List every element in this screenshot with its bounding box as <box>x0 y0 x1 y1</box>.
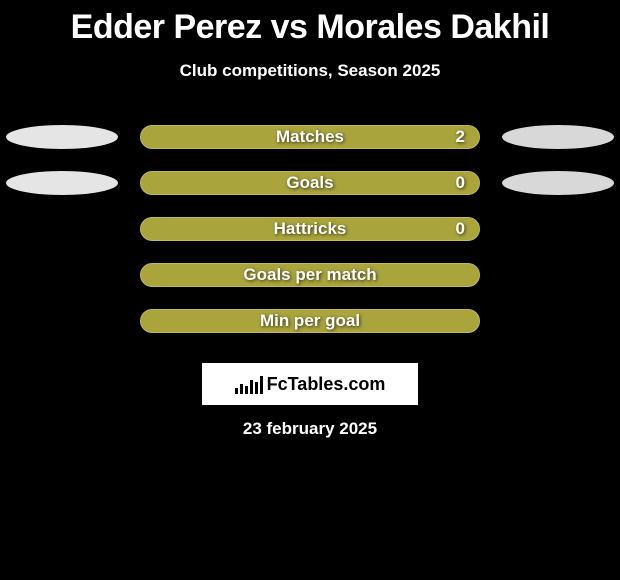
left-ellipse <box>6 125 118 149</box>
stat-bar: Goals per match <box>140 263 480 287</box>
stat-value: 0 <box>456 173 465 193</box>
logo-text: FcTables.com <box>267 374 386 395</box>
stat-row: Goals 0 <box>0 171 620 195</box>
stat-bar: Matches 2 <box>140 125 480 149</box>
stat-row: Matches 2 <box>0 125 620 149</box>
stat-row: Min per goal <box>0 309 620 333</box>
stat-label: Min per goal <box>260 311 360 331</box>
stat-rows: Matches 2 Goals 0 Hattricks 0 Goals per match M… <box>0 125 620 333</box>
right-ellipse <box>502 171 614 195</box>
subtitle: Club competitions, Season 2025 <box>0 61 620 81</box>
stat-row: Hattricks 0 <box>0 217 620 241</box>
date-text: 23 february 2025 <box>0 419 620 439</box>
logo-box: FcTables.com <box>202 363 418 405</box>
stat-row: Goals per match <box>0 263 620 287</box>
stat-bar: Goals 0 <box>140 171 480 195</box>
right-ellipse <box>502 125 614 149</box>
stat-value: 0 <box>456 219 465 239</box>
bar-chart-icon <box>235 374 263 394</box>
page-title: Edder Perez vs Morales Dakhil <box>0 8 620 47</box>
stat-bar: Min per goal <box>140 309 480 333</box>
stat-bar: Hattricks 0 <box>140 217 480 241</box>
comparison-infographic: Edder Perez vs Morales Dakhil Club compe… <box>0 0 620 439</box>
stat-value: 2 <box>456 127 465 147</box>
stat-label: Hattricks <box>274 219 347 239</box>
stat-label: Goals per match <box>243 265 376 285</box>
stat-label: Matches <box>276 127 344 147</box>
left-ellipse <box>6 171 118 195</box>
stat-label: Goals <box>286 173 333 193</box>
